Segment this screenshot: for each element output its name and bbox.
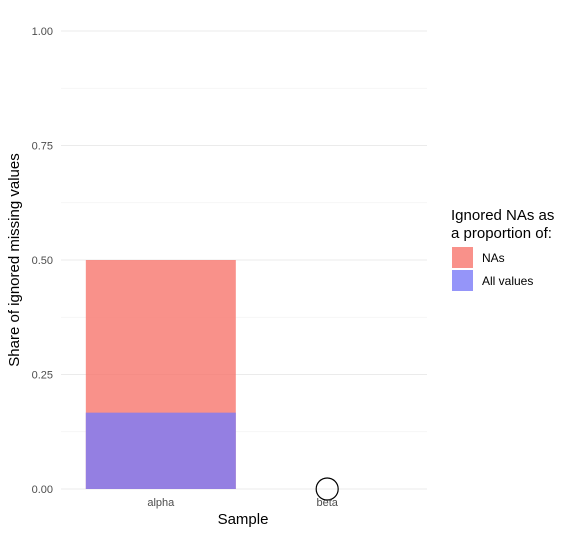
y-axis-ticks: 0.00 0.25 0.50 0.75 1.00 bbox=[32, 26, 53, 496]
legend: Ignored NAs as a proportion of: NAs All v… bbox=[451, 207, 554, 291]
legend-title-line2: a proportion of: bbox=[451, 225, 552, 242]
x-tick-label-alpha: alpha bbox=[147, 497, 175, 509]
y-tick-label: 0.75 bbox=[32, 141, 53, 153]
y-axis-title: Share of ignored missing values bbox=[6, 153, 23, 366]
markers bbox=[315, 477, 339, 501]
bars bbox=[85, 260, 236, 489]
y-tick-label: 0.00 bbox=[32, 484, 53, 496]
x-tick-label-beta: beta bbox=[316, 497, 338, 509]
legend-label-all-values: All values bbox=[482, 274, 533, 288]
bar-alpha-all-values bbox=[85, 412, 236, 489]
legend-key-nas bbox=[452, 247, 473, 268]
x-axis-ticks: alpha beta bbox=[147, 497, 338, 509]
x-axis-title: Sample bbox=[218, 511, 269, 528]
y-tick-label: 0.25 bbox=[32, 370, 53, 382]
marker-beta bbox=[315, 477, 339, 501]
legend-title-line1: Ignored NAs as bbox=[451, 207, 554, 224]
legend-key-all-values bbox=[452, 270, 473, 291]
legend-label-nas: NAs bbox=[482, 251, 505, 265]
y-tick-label: 0.50 bbox=[32, 255, 53, 267]
y-tick-label: 1.00 bbox=[32, 26, 53, 38]
